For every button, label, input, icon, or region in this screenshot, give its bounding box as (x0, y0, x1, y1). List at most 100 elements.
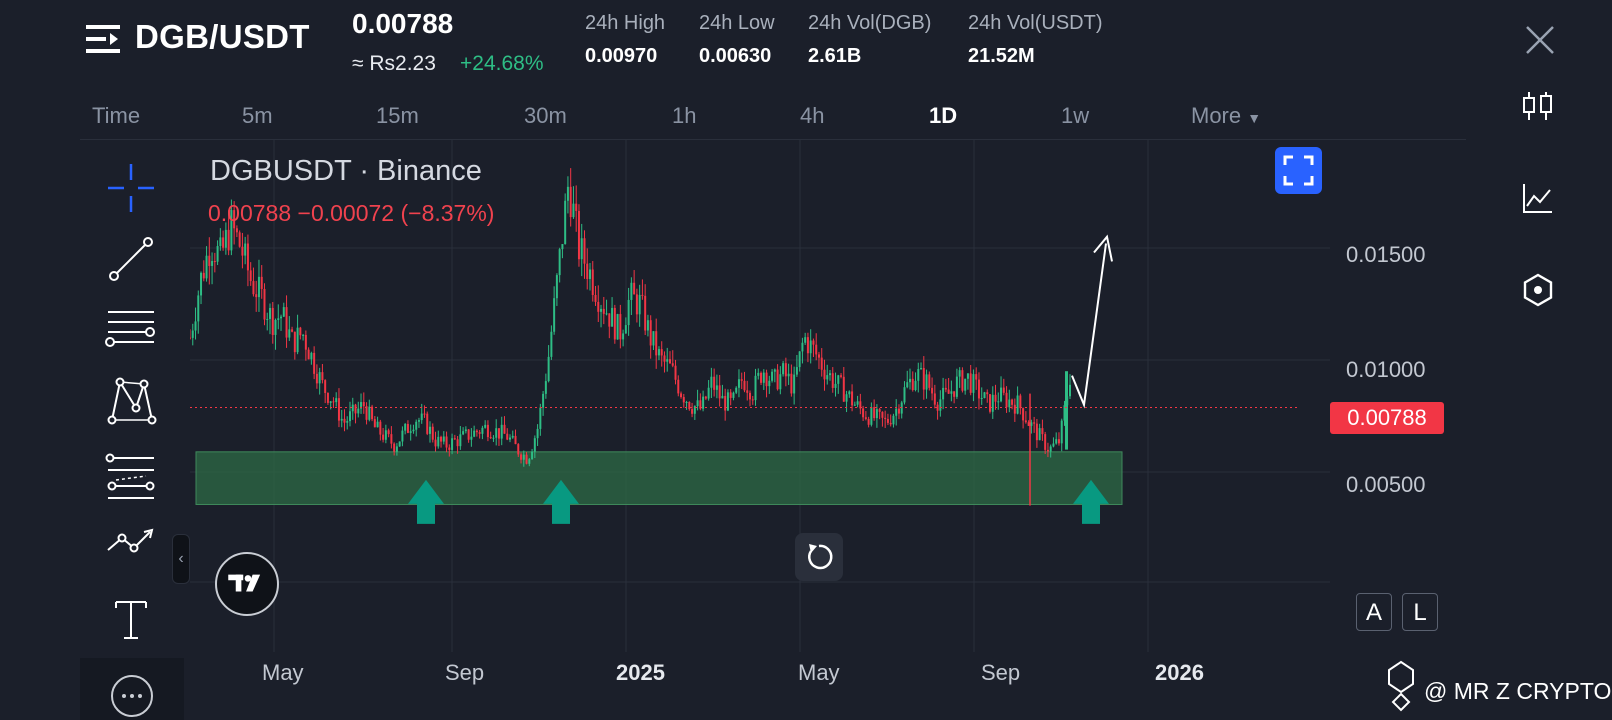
price-chart[interactable] (190, 140, 1330, 652)
indicator-chart-icon[interactable] (1518, 178, 1558, 218)
tab-15m[interactable]: 15m (376, 103, 419, 128)
candle-body (911, 378, 914, 391)
candle-body (558, 249, 561, 276)
candle-body (520, 454, 523, 460)
candle-body (630, 282, 633, 300)
candle-body (299, 327, 302, 336)
candle-body (897, 408, 900, 414)
candle-body (699, 400, 702, 409)
time-axis-label: May (798, 660, 840, 685)
candle-body (966, 373, 969, 379)
candle-body (671, 363, 674, 366)
candle-body (318, 372, 321, 384)
candle-body (749, 392, 751, 400)
candle-body (983, 392, 986, 399)
support-arrow-up (543, 479, 579, 524)
menu-icon[interactable] (86, 22, 120, 56)
candle-body (324, 380, 327, 393)
candle-body (373, 419, 376, 428)
candle-body (1060, 420, 1063, 444)
chart-annotations (190, 234, 1298, 524)
candle-body (1041, 428, 1044, 435)
candle-body (200, 272, 203, 296)
candle-body (550, 331, 553, 357)
candle-body (1038, 428, 1041, 441)
tab-30m[interactable]: 30m (524, 103, 567, 128)
candle-body (445, 436, 448, 448)
candle-body (244, 243, 247, 256)
candle-body (677, 379, 680, 394)
tab-4h[interactable]: 4h (800, 103, 825, 128)
candle-body (804, 337, 807, 343)
candle-body (349, 411, 351, 422)
candle-body (313, 352, 316, 374)
fullscreen-button[interactable] (1275, 147, 1322, 194)
candle-body (266, 318, 269, 320)
candlestick-icon[interactable] (1518, 86, 1558, 126)
candle-body (746, 390, 749, 393)
close-icon[interactable] (1522, 22, 1558, 58)
pattern-tool-icon[interactable] (104, 376, 158, 430)
tab-more[interactable]: More ▼ (1191, 103, 1261, 129)
candle-body (900, 402, 903, 414)
price-axis-label: 0.00500 (1346, 472, 1426, 497)
candle-body (191, 330, 194, 338)
text-tool-icon[interactable] (104, 594, 158, 648)
candle-body (368, 406, 371, 420)
more-tools-button[interactable] (80, 658, 184, 720)
candle-body (991, 394, 994, 412)
reset-chart-button[interactable] (795, 533, 843, 581)
stat-value-high: 0.00970 (585, 45, 658, 67)
candle-body (881, 411, 884, 418)
candle-body (423, 413, 426, 415)
pair-title[interactable]: DGB/USDT (135, 18, 310, 55)
candle-body (718, 385, 721, 399)
candle-body (503, 424, 506, 434)
tab-1w[interactable]: 1w (1061, 103, 1090, 128)
candle-body (837, 375, 840, 384)
collapse-toolbar-button[interactable]: ‹ (172, 534, 190, 584)
candle-body (401, 430, 404, 442)
candle-body (812, 340, 815, 345)
candle-body (1035, 423, 1038, 441)
settings-hex-icon[interactable] (1518, 270, 1558, 310)
tab-1h[interactable]: 1h (672, 103, 697, 128)
fib-tool-icon[interactable] (104, 452, 158, 506)
candle-body (326, 392, 329, 403)
candle-body (925, 374, 928, 390)
candle-body (795, 367, 798, 375)
candle-body (464, 429, 467, 432)
candle-body (302, 334, 305, 336)
candle-body (831, 373, 834, 388)
crosshair-icon[interactable] (104, 162, 158, 216)
candle-body (536, 428, 539, 439)
candle-body (856, 401, 859, 405)
candle-body (442, 436, 445, 442)
candle-body (412, 429, 415, 432)
candle-body (517, 444, 520, 455)
candle-body (252, 281, 255, 295)
candle-body (751, 399, 754, 401)
horizontal-lines-icon[interactable] (104, 306, 158, 360)
auto-scale-button[interactable]: A (1356, 593, 1392, 631)
tab-time[interactable]: Time (92, 103, 141, 128)
candle-body (597, 301, 600, 312)
symbol-quote: 0.00788 −0.00072 (−8.37%) (208, 200, 495, 226)
candle-body (577, 210, 580, 260)
candle-body (768, 380, 771, 387)
candle-body (274, 319, 277, 335)
tab-5m[interactable]: 5m (242, 103, 273, 128)
candle-body (481, 427, 484, 434)
trend-line-icon[interactable] (104, 234, 158, 288)
candle-body (434, 439, 437, 447)
candle-body (489, 437, 492, 439)
candle-body (906, 382, 909, 388)
tab-1d[interactable]: 1D (929, 103, 958, 128)
candle-body (732, 392, 735, 398)
candle-body (332, 401, 335, 403)
candle-body (437, 436, 440, 447)
candle-body (213, 261, 216, 263)
log-scale-button[interactable]: L (1402, 593, 1438, 631)
candle-body (589, 269, 591, 279)
path-tool-icon[interactable] (104, 522, 158, 576)
